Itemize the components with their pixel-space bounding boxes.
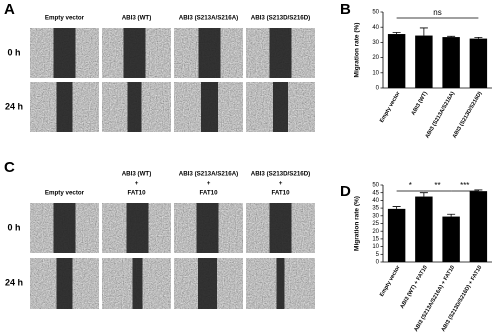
significance-label: ns xyxy=(433,8,441,17)
column-header: FAT10 xyxy=(127,190,146,197)
wound-gap xyxy=(198,28,221,78)
wound-gap xyxy=(201,82,218,132)
wound-gap xyxy=(53,28,76,78)
y-tick-label: 10 xyxy=(372,244,379,250)
micrograph xyxy=(174,28,243,78)
bar xyxy=(415,196,433,262)
y-tick-label: 30 xyxy=(372,40,379,46)
y-tick-label: 20 xyxy=(372,229,379,235)
micrograph xyxy=(174,258,243,309)
x-tick-label: ABI3 (S213A/S216A) xyxy=(424,91,456,140)
column-header: + xyxy=(279,180,283,187)
micrograph xyxy=(246,28,315,78)
bar xyxy=(469,191,488,262)
column-header: Empty vector xyxy=(45,190,85,197)
wound-gap xyxy=(276,258,285,309)
significance-label: ** xyxy=(434,181,440,190)
panel-label: C xyxy=(4,159,15,176)
wound-gap xyxy=(123,28,146,78)
column-header: ABI3 (S213D/S216D) xyxy=(251,171,311,178)
bar xyxy=(387,208,406,262)
column-header: Empty vector xyxy=(45,15,85,22)
error-bar xyxy=(447,213,456,217)
micrograph xyxy=(246,203,315,253)
micrograph xyxy=(102,258,171,309)
column-header: + xyxy=(207,180,211,187)
column-header: FAT10 xyxy=(199,190,218,197)
y-tick-label: 40 xyxy=(372,25,379,31)
column-header: FAT10 xyxy=(271,190,290,197)
wound-gap xyxy=(53,203,76,253)
y-tick-label: 20 xyxy=(372,55,379,61)
micrograph xyxy=(30,258,99,309)
y-axis-title: Migration rate (%) xyxy=(354,196,361,251)
row-label: 24 h xyxy=(5,101,23,111)
error-bar xyxy=(447,35,456,38)
error-bar xyxy=(392,32,401,35)
y-tick-label: 35 xyxy=(372,206,379,212)
x-tick-label: ABI3 (WT) + FAT10 xyxy=(399,265,429,310)
panel-label: D xyxy=(340,183,351,200)
x-tick-label: Empty vector xyxy=(379,264,402,298)
wound-gap xyxy=(127,82,142,132)
y-tick-label: 40 xyxy=(372,198,379,204)
wound-gap xyxy=(196,203,219,253)
panel-label: A xyxy=(4,1,15,18)
wound-gap xyxy=(56,258,73,309)
column-header: ABI3 (WT) xyxy=(122,171,152,178)
y-tick-label: 0 xyxy=(376,260,380,266)
micrograph xyxy=(246,258,315,309)
error-bar xyxy=(419,27,428,36)
significance-label: * xyxy=(409,181,412,190)
column-header: + xyxy=(135,180,139,187)
y-tick-label: 50 xyxy=(372,10,379,16)
column-header: ABI3 (WT) xyxy=(122,15,152,22)
bar xyxy=(387,34,406,88)
row-label: 0 h xyxy=(7,47,20,57)
bar xyxy=(469,38,488,88)
bar xyxy=(415,35,433,88)
wound-gap xyxy=(269,28,292,78)
y-tick-label: 25 xyxy=(372,221,379,227)
wound-gap xyxy=(126,203,149,253)
micrograph xyxy=(102,82,171,132)
row-label: 24 h xyxy=(5,277,23,287)
column-header: ABI3 (S213D/S216D) xyxy=(251,15,311,22)
micrograph xyxy=(102,203,171,253)
micrograph xyxy=(174,82,243,132)
y-tick-label: 15 xyxy=(372,236,379,242)
y-tick-label: 5 xyxy=(376,252,380,258)
row-label: 0 h xyxy=(7,222,20,232)
micrograph xyxy=(174,203,243,253)
wound-gap xyxy=(56,82,73,132)
x-tick-label: ABI3 (S213D/S216D) xyxy=(452,91,484,140)
y-axis-title: Migration rate (%) xyxy=(354,23,361,78)
panel-label: B xyxy=(340,1,351,18)
error-bar xyxy=(474,36,483,39)
y-tick-label: 0 xyxy=(376,86,380,92)
micrograph xyxy=(30,28,99,78)
y-tick-label: 30 xyxy=(372,213,379,219)
wound-gap xyxy=(269,203,292,253)
x-tick-label: ABI3 (WT) xyxy=(411,91,429,117)
micrograph xyxy=(246,82,315,132)
micrograph xyxy=(30,82,99,132)
y-tick-label: 50 xyxy=(372,183,379,189)
column-header: ABI3 (S213A/S216A) xyxy=(179,15,239,22)
micrograph xyxy=(30,203,99,253)
y-tick-label: 10 xyxy=(372,70,379,76)
x-tick-label: Empty vector xyxy=(379,90,402,124)
bar xyxy=(442,216,460,262)
wound-gap xyxy=(273,82,288,132)
column-header: ABI3 (S213A/S216A) xyxy=(179,171,239,178)
wound-gap xyxy=(198,258,217,309)
bar xyxy=(442,37,460,88)
significance-label: *** xyxy=(460,181,469,190)
wound-gap xyxy=(132,258,143,309)
y-tick-label: 45 xyxy=(372,190,379,196)
error-bar xyxy=(392,206,401,209)
micrograph xyxy=(102,28,171,78)
error-bar xyxy=(419,192,428,197)
